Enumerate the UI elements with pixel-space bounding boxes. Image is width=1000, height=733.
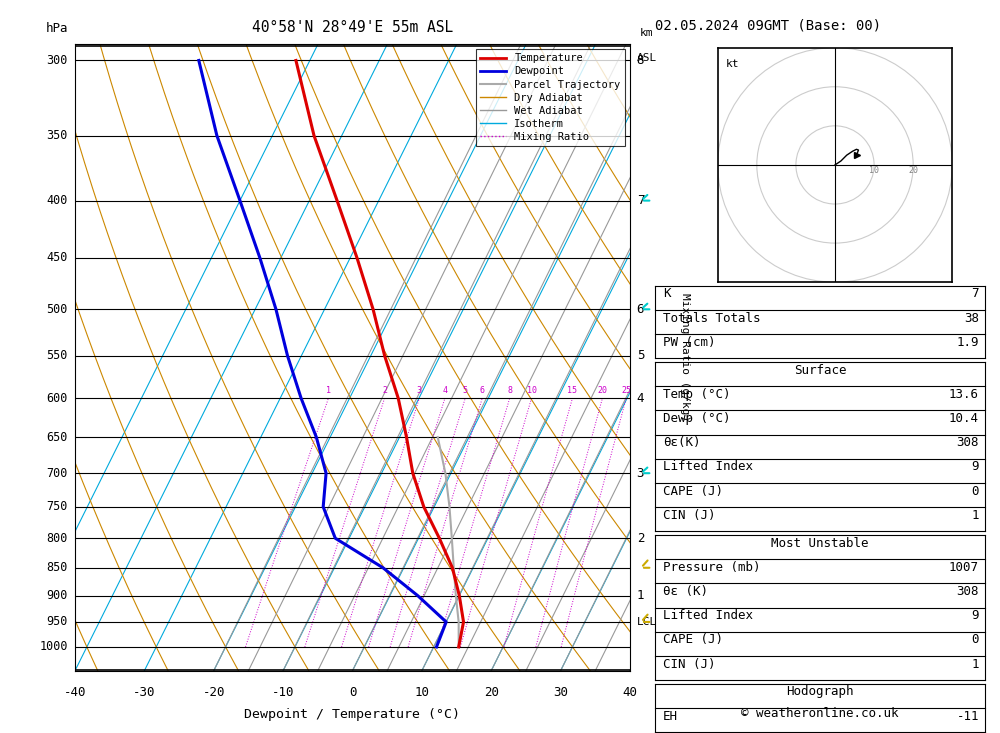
Text: θε(K): θε(K) xyxy=(663,436,700,449)
Text: 1007: 1007 xyxy=(949,561,979,574)
Text: 5: 5 xyxy=(463,386,468,395)
Text: 7: 7 xyxy=(972,287,979,301)
Text: 0: 0 xyxy=(972,633,979,647)
Text: -40: -40 xyxy=(64,686,86,699)
Text: 1000: 1000 xyxy=(39,641,68,653)
Text: PW (cm): PW (cm) xyxy=(663,336,716,349)
Text: 9: 9 xyxy=(972,609,979,622)
Text: 9: 9 xyxy=(972,460,979,474)
Text: kt: kt xyxy=(726,59,739,69)
Text: 0: 0 xyxy=(349,686,356,699)
Text: Lifted Index: Lifted Index xyxy=(663,609,753,622)
Text: K: K xyxy=(663,287,670,301)
Text: © weatheronline.co.uk: © weatheronline.co.uk xyxy=(741,707,899,720)
Text: 40: 40 xyxy=(622,686,638,699)
Text: 3: 3 xyxy=(417,386,422,395)
Text: -10: -10 xyxy=(272,686,294,699)
Text: 20: 20 xyxy=(597,386,607,395)
Text: 2: 2 xyxy=(382,386,387,395)
Text: Mixing Ratio (g/kg): Mixing Ratio (g/kg) xyxy=(680,293,690,421)
Text: CIN (J): CIN (J) xyxy=(663,509,716,522)
Text: 400: 400 xyxy=(46,194,68,207)
Text: 900: 900 xyxy=(46,589,68,602)
Text: ASL: ASL xyxy=(637,54,657,63)
Text: Pressure (mb): Pressure (mb) xyxy=(663,561,761,574)
Text: Lifted Index: Lifted Index xyxy=(663,460,753,474)
Text: 1.9: 1.9 xyxy=(956,336,979,349)
Text: 308: 308 xyxy=(956,585,979,598)
Text: 850: 850 xyxy=(46,561,68,574)
Text: 500: 500 xyxy=(46,303,68,316)
Legend: Temperature, Dewpoint, Parcel Trajectory, Dry Adiabat, Wet Adiabat, Isotherm, Mi: Temperature, Dewpoint, Parcel Trajectory… xyxy=(476,49,625,147)
Text: 550: 550 xyxy=(46,349,68,362)
Text: -30: -30 xyxy=(133,686,156,699)
Text: hPa: hPa xyxy=(45,21,68,34)
Text: Most Unstable: Most Unstable xyxy=(771,537,869,550)
Text: 30: 30 xyxy=(553,686,568,699)
Text: 1: 1 xyxy=(326,386,331,395)
Text: 2: 2 xyxy=(637,531,644,545)
Text: θε (K): θε (K) xyxy=(663,585,708,598)
Text: 308: 308 xyxy=(956,436,979,449)
Text: 4: 4 xyxy=(442,386,447,395)
Text: CAPE (J): CAPE (J) xyxy=(663,633,723,647)
Text: km: km xyxy=(640,28,653,37)
Text: 7: 7 xyxy=(637,194,644,207)
Text: 1: 1 xyxy=(972,509,979,522)
Text: 10: 10 xyxy=(414,686,429,699)
Text: 40°58'N 28°49'E 55m ASL: 40°58'N 28°49'E 55m ASL xyxy=(252,20,453,34)
Text: 15: 15 xyxy=(567,386,577,395)
Text: 950: 950 xyxy=(46,616,68,628)
Text: Totals Totals: Totals Totals xyxy=(663,312,761,325)
Text: LCL: LCL xyxy=(637,617,657,627)
Text: 10: 10 xyxy=(869,166,879,174)
Text: 650: 650 xyxy=(46,430,68,443)
Text: CIN (J): CIN (J) xyxy=(663,658,716,671)
Text: Surface: Surface xyxy=(794,364,846,377)
Text: 700: 700 xyxy=(46,467,68,479)
Text: 600: 600 xyxy=(46,391,68,405)
Text: 6: 6 xyxy=(480,386,485,395)
Text: 1: 1 xyxy=(637,589,644,602)
Text: 8: 8 xyxy=(637,54,644,67)
Text: 25: 25 xyxy=(621,386,631,395)
Text: 750: 750 xyxy=(46,501,68,513)
Text: 3: 3 xyxy=(637,467,644,479)
Text: 13.6: 13.6 xyxy=(949,388,979,401)
Text: 8: 8 xyxy=(507,386,512,395)
Text: 6: 6 xyxy=(637,303,644,316)
Text: Temp (°C): Temp (°C) xyxy=(663,388,730,401)
Text: 10: 10 xyxy=(527,386,537,395)
Text: Dewp (°C): Dewp (°C) xyxy=(663,412,730,425)
Text: -11: -11 xyxy=(956,710,979,723)
Text: 450: 450 xyxy=(46,251,68,265)
Text: -20: -20 xyxy=(202,686,225,699)
Text: 5: 5 xyxy=(637,349,644,362)
Text: 0: 0 xyxy=(972,485,979,498)
Text: CAPE (J): CAPE (J) xyxy=(663,485,723,498)
Text: Hodograph: Hodograph xyxy=(786,685,854,699)
Text: 10.4: 10.4 xyxy=(949,412,979,425)
Text: Dewpoint / Temperature (°C): Dewpoint / Temperature (°C) xyxy=(244,708,460,721)
Text: 02.05.2024 09GMT (Base: 00): 02.05.2024 09GMT (Base: 00) xyxy=(655,18,881,32)
Text: 1: 1 xyxy=(972,658,979,671)
Text: 300: 300 xyxy=(46,54,68,67)
Text: 800: 800 xyxy=(46,531,68,545)
Text: 4: 4 xyxy=(637,391,644,405)
Text: 20: 20 xyxy=(484,686,499,699)
Text: 38: 38 xyxy=(964,312,979,325)
Text: EH: EH xyxy=(663,710,678,723)
Text: 350: 350 xyxy=(46,129,68,142)
Text: 20: 20 xyxy=(908,166,918,174)
